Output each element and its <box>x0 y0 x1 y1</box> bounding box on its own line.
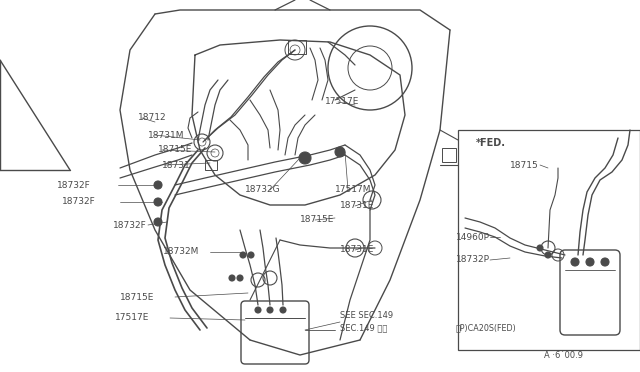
Text: 14960P: 14960P <box>456 232 490 241</box>
Text: 18715E: 18715E <box>120 292 154 301</box>
Circle shape <box>248 252 254 258</box>
Text: 18712: 18712 <box>138 113 166 122</box>
Circle shape <box>586 258 594 266</box>
Text: 18732F: 18732F <box>113 221 147 230</box>
Text: 17517M: 17517M <box>335 186 371 195</box>
FancyBboxPatch shape <box>241 301 309 364</box>
Bar <box>458 130 640 350</box>
Text: 17517E: 17517E <box>325 97 360 106</box>
Circle shape <box>537 245 543 251</box>
Text: A ·6´00.9: A ·6´00.9 <box>544 350 583 359</box>
Text: 18731M: 18731M <box>148 131 184 140</box>
Circle shape <box>240 252 246 258</box>
Text: 18715E: 18715E <box>158 145 193 154</box>
Bar <box>288 40 306 54</box>
Circle shape <box>255 307 261 313</box>
Circle shape <box>335 147 345 157</box>
Circle shape <box>601 258 609 266</box>
FancyBboxPatch shape <box>560 250 620 335</box>
Circle shape <box>267 307 273 313</box>
Circle shape <box>154 218 162 226</box>
Text: 18732P: 18732P <box>456 256 490 264</box>
Bar <box>442 148 456 162</box>
Text: SEE SEC.149: SEE SEC.149 <box>340 311 393 320</box>
Text: ⌓P)CA20S(FED): ⌓P)CA20S(FED) <box>456 324 516 333</box>
Circle shape <box>280 307 286 313</box>
Bar <box>205 160 217 170</box>
Text: 18732F: 18732F <box>57 180 91 189</box>
Text: 18715E: 18715E <box>300 215 334 224</box>
Text: 17517E: 17517E <box>115 314 149 323</box>
Text: 18732M: 18732M <box>163 247 200 257</box>
Circle shape <box>299 152 311 164</box>
Circle shape <box>229 275 235 281</box>
Text: 18732G: 18732G <box>245 186 280 195</box>
Text: 18715: 18715 <box>510 160 539 170</box>
Circle shape <box>154 198 162 206</box>
Circle shape <box>237 275 243 281</box>
Text: 18731E: 18731E <box>340 202 374 211</box>
Circle shape <box>571 258 579 266</box>
Text: SEC.149 参照: SEC.149 参照 <box>340 324 387 333</box>
Circle shape <box>545 252 551 258</box>
Text: 18731E: 18731E <box>340 246 374 254</box>
Text: 18731: 18731 <box>162 160 191 170</box>
Circle shape <box>154 181 162 189</box>
Text: 18732F: 18732F <box>62 198 96 206</box>
Text: *FED.: *FED. <box>476 138 506 148</box>
